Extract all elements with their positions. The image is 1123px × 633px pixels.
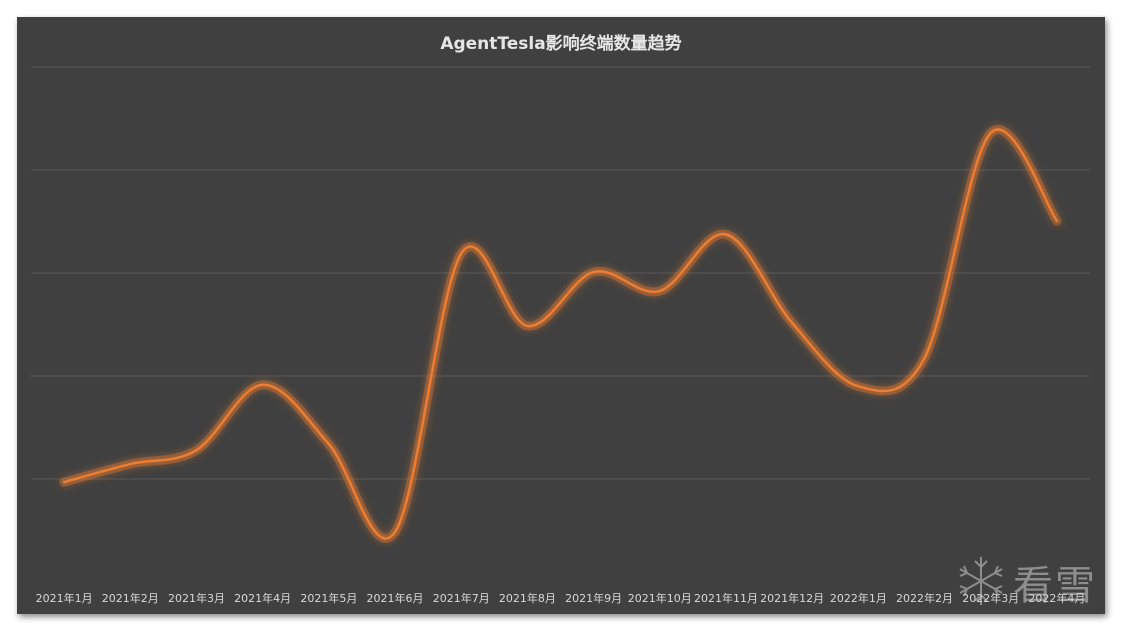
watermark-text: 看雪 bbox=[1013, 563, 1097, 609]
snowflake-icon bbox=[959, 557, 1003, 605]
x-tick-label: 2021年8月 bbox=[499, 591, 556, 605]
series-line bbox=[62, 128, 1059, 540]
chart-area: AgentTesla影响终端数量趋势 2021年1月 2021年2月 2021年3月… bbox=[17, 17, 1105, 614]
gridlines bbox=[31, 66, 1090, 480]
x-tick-label: 2021年7月 bbox=[433, 591, 490, 605]
x-tick-label: 2021年12月 bbox=[760, 591, 824, 605]
x-tick-label: 2021年4月 bbox=[234, 591, 291, 605]
x-tick-label: 2021年5月 bbox=[300, 591, 357, 605]
x-tick-label: 2021年2月 bbox=[102, 591, 159, 605]
series-line-glow bbox=[59, 125, 1062, 543]
x-tick-label: 2021年6月 bbox=[367, 591, 424, 605]
x-tick-label: 2022年1月 bbox=[830, 591, 887, 605]
x-tick-label: 2022年2月 bbox=[896, 591, 953, 605]
x-tick-label: 2021年1月 bbox=[36, 591, 93, 605]
watermark: 看雪 bbox=[951, 553, 1111, 609]
x-tick-label: 2022年4月 bbox=[1028, 591, 1085, 605]
x-tick-label: 2021年11月 bbox=[694, 591, 758, 605]
x-tick-label: 2021年10月 bbox=[628, 591, 692, 605]
x-tick-label: 2021年9月 bbox=[565, 591, 622, 605]
plot-area: 2021年1月 2021年2月 2021年3月 2021年4月 2021年5月 2021年… bbox=[31, 66, 1090, 605]
series-layer bbox=[59, 125, 1062, 543]
chart-title: AgentTesla影响终端数量趋势 bbox=[440, 34, 682, 54]
x-tick-label: 2021年3月 bbox=[168, 591, 225, 605]
x-axis-ticks: 2021年1月 2021年2月 2021年3月 2021年4月 2021年5月 2021年… bbox=[36, 591, 1086, 605]
x-tick-label: 2022年3月 bbox=[962, 591, 1019, 605]
